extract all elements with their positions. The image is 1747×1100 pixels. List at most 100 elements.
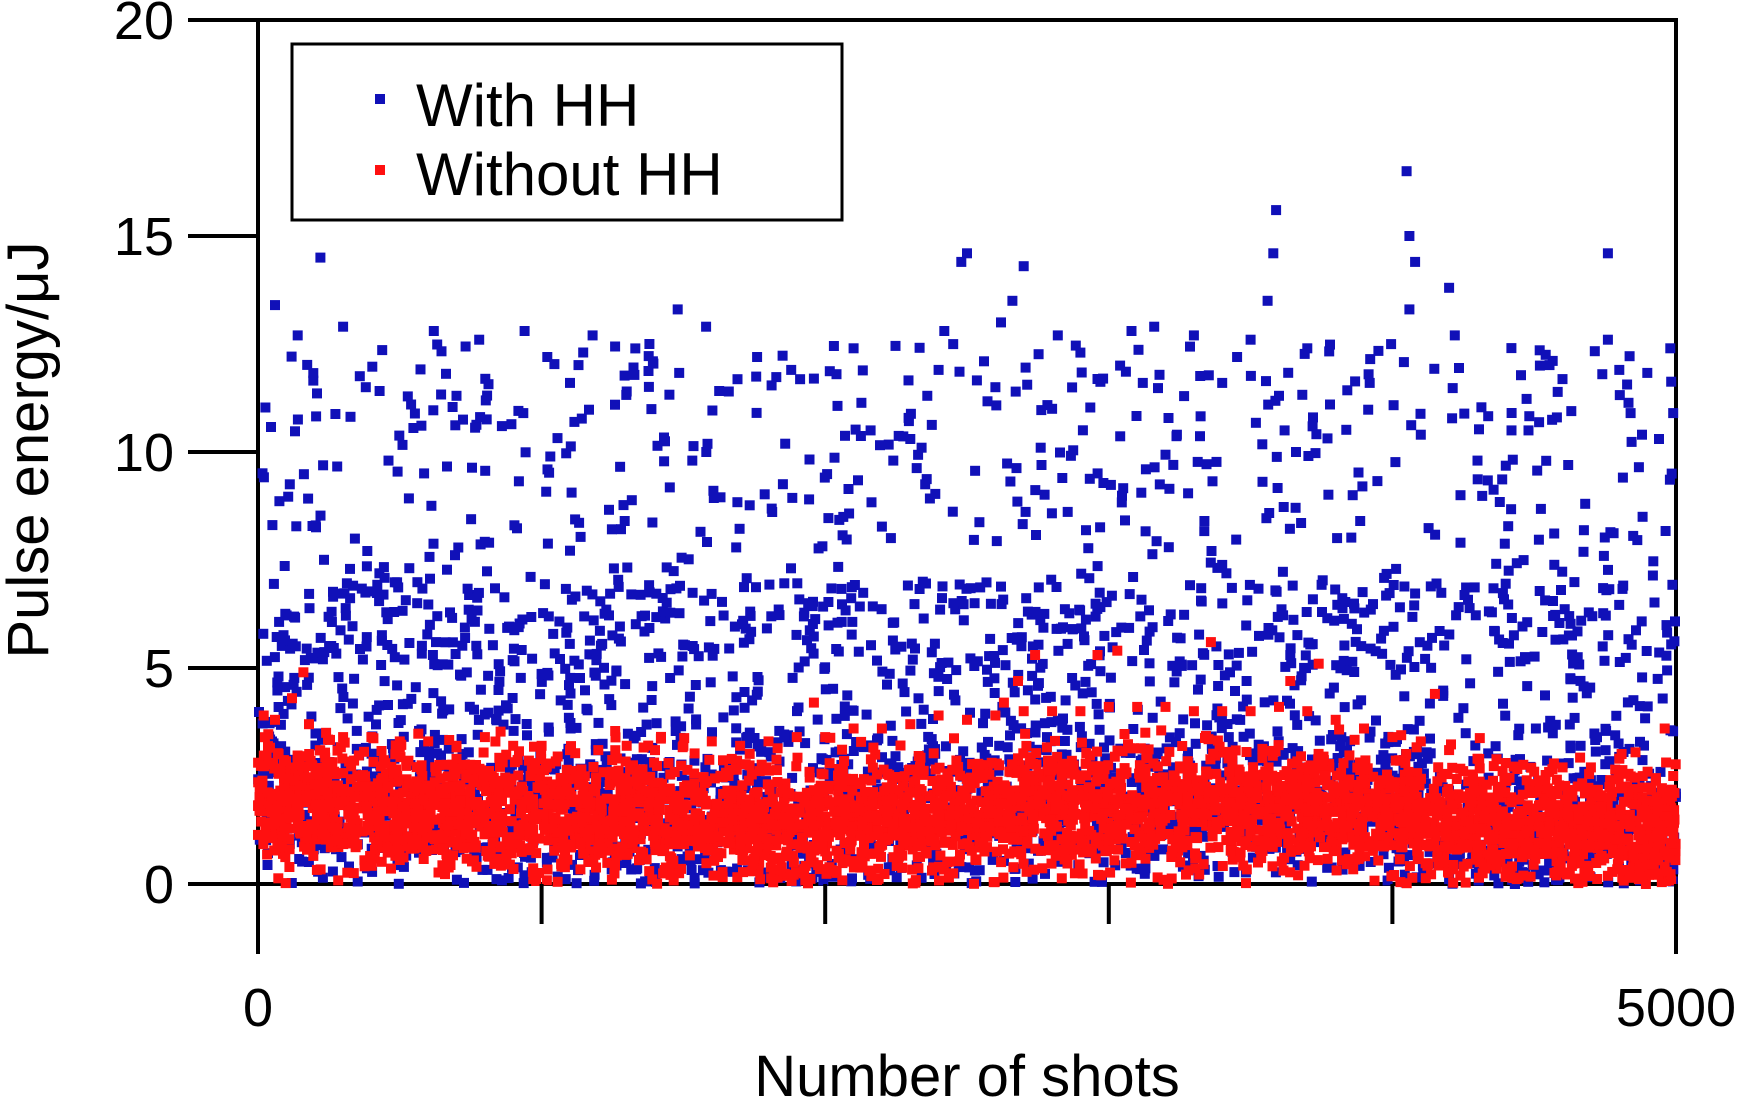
- data-point-with-hh: [352, 876, 363, 887]
- data-point-with-hh: [1517, 621, 1528, 632]
- data-point-without-hh: [837, 875, 848, 886]
- data-point-with-hh: [1320, 834, 1331, 845]
- data-point-without-hh: [907, 864, 918, 875]
- data-point-without-hh: [1105, 867, 1116, 878]
- data-point-with-hh: [916, 872, 927, 883]
- data-point-with-hh: [1039, 718, 1050, 729]
- data-point-with-hh: [562, 699, 573, 710]
- data-point-with-hh: [1151, 536, 1162, 547]
- data-point-with-hh: [709, 643, 720, 654]
- data-point-with-hh: [542, 538, 553, 549]
- data-point-with-hh: [1231, 660, 1242, 671]
- data-point-with-hh: [1190, 738, 1201, 749]
- data-point-with-hh: [1602, 248, 1613, 259]
- data-point-with-hh: [1409, 600, 1420, 611]
- data-point-with-hh: [1389, 821, 1400, 832]
- data-point-with-hh: [1624, 743, 1635, 754]
- data-point-with-hh: [687, 641, 698, 651]
- data-point-with-hh: [371, 719, 381, 730]
- data-point-with-hh: [638, 702, 649, 713]
- data-point-with-hh: [641, 719, 652, 730]
- data-point-with-hh: [1341, 665, 1352, 676]
- data-point-without-hh: [610, 726, 621, 736]
- data-point-with-hh: [651, 718, 662, 729]
- data-point-with-hh: [677, 651, 688, 662]
- data-point-with-hh: [1211, 456, 1222, 467]
- data-point-with-hh: [1520, 654, 1531, 665]
- data-point-with-hh: [744, 500, 755, 511]
- data-point-with-hh: [269, 652, 280, 663]
- data-point-with-hh: [890, 340, 901, 351]
- data-point-with-hh: [1354, 860, 1365, 871]
- data-point-with-hh: [1291, 447, 1301, 457]
- data-point-with-hh: [1414, 715, 1425, 726]
- data-point-with-hh: [1270, 867, 1281, 878]
- data-point-with-hh: [365, 586, 376, 597]
- data-point-with-hh: [344, 861, 354, 872]
- data-point-without-hh: [1518, 759, 1529, 770]
- data-point-without-hh: [1035, 845, 1046, 856]
- data-point-with-hh: [749, 733, 760, 743]
- data-point-with-hh: [1470, 610, 1481, 621]
- data-point-with-hh: [590, 670, 601, 681]
- data-point-with-hh: [808, 373, 819, 384]
- data-point-with-hh: [914, 584, 925, 594]
- data-point-without-hh: [876, 851, 886, 862]
- data-point-with-hh: [1165, 609, 1176, 620]
- data-point-with-hh: [1661, 620, 1672, 631]
- data-point-without-hh: [1089, 810, 1100, 821]
- data-point-with-hh: [362, 546, 373, 556]
- data-point-with-hh: [453, 542, 464, 553]
- data-point-with-hh: [1039, 608, 1050, 619]
- data-point-with-hh: [1350, 636, 1361, 647]
- data-point-with-hh: [1059, 604, 1070, 615]
- data-point-with-hh: [504, 621, 514, 632]
- data-point-with-hh: [984, 651, 995, 662]
- data-point-with-hh: [1453, 602, 1464, 613]
- data-point-with-hh: [1336, 732, 1347, 743]
- data-point-with-hh: [729, 778, 740, 789]
- data-point-with-hh: [772, 737, 783, 748]
- data-point-with-hh: [857, 365, 868, 376]
- data-point-with-hh: [1388, 621, 1399, 632]
- data-point-with-hh: [417, 583, 428, 594]
- data-point-without-hh: [1566, 860, 1577, 871]
- data-point-with-hh: [676, 552, 687, 563]
- data-point-without-hh: [1319, 842, 1329, 853]
- data-point-with-hh: [982, 676, 993, 687]
- data-point-with-hh: [503, 873, 514, 883]
- data-point-with-hh: [1038, 622, 1049, 633]
- data-point-with-hh: [419, 468, 430, 479]
- data-point-with-hh: [1565, 740, 1576, 751]
- data-point-with-hh: [928, 668, 939, 679]
- data-point-with-hh: [565, 377, 575, 388]
- data-point-with-hh: [707, 727, 717, 738]
- data-point-without-hh: [780, 778, 791, 789]
- data-point-with-hh: [1018, 261, 1029, 272]
- data-point-with-hh: [1193, 684, 1203, 695]
- data-point-without-hh: [794, 805, 805, 816]
- data-point-without-hh: [645, 802, 656, 813]
- data-point-with-hh: [791, 629, 802, 640]
- data-point-with-hh: [1280, 661, 1291, 672]
- data-point-with-hh: [274, 616, 285, 627]
- data-point-with-hh: [291, 686, 302, 697]
- data-point-with-hh: [1058, 713, 1068, 724]
- data-point-with-hh: [599, 608, 610, 619]
- data-point-without-hh: [1488, 844, 1499, 855]
- data-point-with-hh: [1349, 667, 1360, 677]
- data-point-without-hh: [606, 843, 616, 854]
- data-point-with-hh: [842, 690, 853, 701]
- data-point-without-hh: [1388, 840, 1399, 851]
- data-point-with-hh: [665, 673, 676, 683]
- data-point-with-hh: [848, 705, 859, 716]
- data-point-with-hh: [493, 685, 504, 695]
- data-point-with-hh: [535, 689, 546, 700]
- data-point-with-hh: [294, 854, 305, 864]
- data-point-with-hh: [1403, 646, 1414, 657]
- data-point-with-hh: [928, 714, 938, 724]
- data-point-with-hh: [1499, 538, 1510, 549]
- data-point-with-hh: [970, 465, 981, 476]
- data-point-with-hh: [619, 516, 630, 526]
- data-point-with-hh: [1144, 676, 1155, 687]
